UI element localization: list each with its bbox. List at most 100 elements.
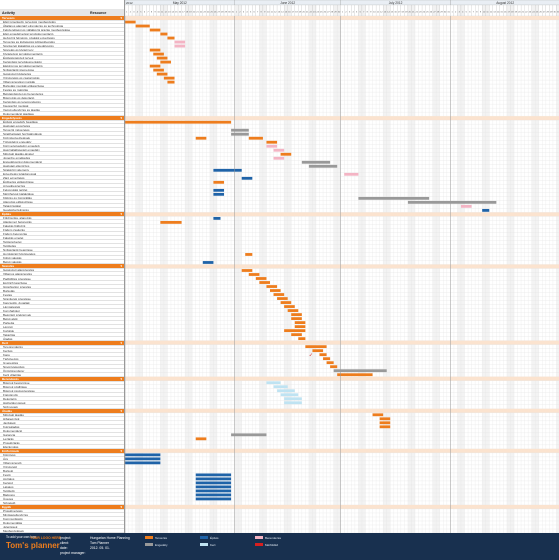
activity-row[interactable]: Dekoráció — [0, 397, 124, 401]
task-bar[interactable] — [213, 180, 225, 184]
task-bar[interactable] — [135, 24, 150, 28]
activity-row[interactable]: Falazás emelet — [0, 236, 124, 241]
activity-row[interactable]: Bútorozás és dekoráció — [0, 96, 124, 101]
task-bar[interactable] — [195, 437, 207, 441]
activity-row[interactable]: Tetőfedő — [0, 489, 124, 493]
activity-row[interactable]: Felvonulási terület — [0, 188, 124, 193]
task-bar[interactable] — [379, 425, 391, 429]
task-bar[interactable] — [213, 192, 225, 196]
task-bar[interactable] — [294, 321, 306, 324]
task-bar[interactable] — [125, 453, 161, 457]
task-bar[interactable] — [319, 353, 327, 357]
task-bar[interactable] — [231, 132, 249, 136]
activity-row[interactable]: Dokumentáció — [0, 429, 124, 433]
activity-row[interactable]: Burkolás — [0, 289, 124, 293]
task-bar[interactable] — [259, 281, 270, 284]
task-bar[interactable] — [284, 401, 302, 405]
activity-row[interactable]: Műszaki átadás-átvétel — [0, 152, 124, 157]
activity-row[interactable]: Mérőhelyek kialakítása — [0, 192, 124, 197]
task-bar[interactable] — [291, 317, 302, 320]
activity-row[interactable]: Javítások — [0, 421, 124, 425]
task-bar[interactable] — [213, 168, 242, 172]
task-bar[interactable] — [167, 80, 175, 84]
activity-row[interactable]: Növénytelepítés — [0, 365, 124, 369]
task-bar[interactable] — [160, 32, 168, 36]
group-header[interactable]: Építés ▾ — [0, 212, 124, 218]
activity-row[interactable]: Jelentések — [0, 525, 124, 529]
group-header[interactable]: Átadás ▾ — [0, 408, 124, 414]
task-bar[interactable] — [284, 305, 295, 308]
task-bar[interactable] — [195, 136, 207, 140]
task-bar[interactable] — [284, 329, 306, 333]
activity-row[interactable]: Első ismerkedő, tervezési megbeszélés — [0, 20, 124, 24]
activity-row[interactable]: Garancia — [0, 433, 124, 437]
task-bar[interactable] — [305, 345, 327, 349]
activity-row[interactable]: Elektromos tervdokumentáció — [0, 64, 124, 69]
activity-row[interactable]: Megbeszélések — [0, 529, 124, 533]
activity-row[interactable]: Záró egyeztetés — [0, 176, 124, 181]
task-bar[interactable] — [273, 148, 285, 152]
task-bar[interactable] — [298, 337, 306, 341]
activity-row[interactable]: Alapozás előkészítése — [0, 200, 124, 205]
activity-row[interactable]: Hibajegyzék — [0, 417, 124, 421]
task-bar[interactable] — [379, 421, 391, 425]
task-bar[interactable] — [333, 369, 387, 373]
task-bar[interactable] — [248, 273, 260, 276]
task-bar[interactable] — [291, 313, 302, 316]
activity-row[interactable]: Kommunikáció — [0, 517, 124, 521]
task-bar[interactable] — [195, 497, 232, 501]
collapse-caret-icon[interactable]: ▾ — [120, 448, 122, 453]
group-header[interactable]: Kert ▾ — [0, 340, 124, 346]
activity-row[interactable]: Üveges — [0, 497, 124, 501]
task-bar[interactable] — [231, 433, 267, 437]
activity-row[interactable]: Kivitelezési tervdokumentáció — [0, 52, 124, 57]
activity-row[interactable]: Projektzárás — [0, 441, 124, 445]
activity-row[interactable]: Tervezői művezetés — [0, 128, 124, 133]
task-bar[interactable] — [358, 196, 430, 200]
activity-row[interactable]: Belső vakolás — [0, 260, 124, 265]
task-bar[interactable] — [213, 188, 225, 192]
task-bar[interactable] — [174, 40, 186, 44]
task-bar[interactable] — [153, 68, 164, 72]
activity-row[interactable]: Elszámolás — [0, 445, 124, 449]
task-bar[interactable] — [277, 297, 288, 300]
activity-row[interactable]: Hatósági ellenőrzés — [0, 164, 124, 169]
activity-row[interactable]: Földmunka, alapozás — [0, 216, 124, 221]
task-bar[interactable] — [266, 140, 278, 144]
activity-row[interactable]: Térkövezés — [0, 357, 124, 361]
task-bar[interactable] — [273, 385, 288, 389]
task-bar[interactable] — [245, 253, 253, 256]
activity-row[interactable]: Festés — [0, 293, 124, 297]
collapse-caret-icon[interactable]: ▾ — [120, 340, 122, 345]
task-bar[interactable] — [273, 293, 285, 296]
activity-row[interactable]: Tűzvédelmi engedély — [0, 140, 124, 145]
task-bar[interactable] — [125, 120, 232, 124]
task-bar[interactable] — [266, 381, 281, 385]
activity-row[interactable]: Födém betonozás — [0, 232, 124, 237]
task-bar[interactable] — [280, 393, 299, 397]
activity-row[interactable]: Helyszíni felmérés, szakági egyeztetés — [0, 36, 124, 41]
activity-row[interactable]: Alaplemez betonozás — [0, 220, 124, 225]
activity-row[interactable]: Kulcsátadás — [0, 425, 124, 429]
activity-row[interactable]: Parketta — [0, 321, 124, 325]
task-bar[interactable] — [195, 481, 232, 485]
activity-row[interactable]: Dokumentáció átadása — [0, 112, 124, 117]
activity-row[interactable]: Környezetvédelmi engedély — [0, 144, 124, 149]
task-bar[interactable] — [231, 128, 249, 132]
activity-row[interactable]: Nyílászárók ütemezése — [0, 68, 124, 73]
activity-row[interactable]: Kapu — [0, 353, 124, 357]
task-bar[interactable] — [202, 261, 214, 264]
activity-row[interactable]: Gyepesítés — [0, 361, 124, 365]
task-bar[interactable] — [277, 389, 295, 393]
task-bar[interactable] — [284, 397, 302, 401]
activity-row[interactable]: Gépészeti kivitelezés — [0, 72, 124, 77]
resource-column-header[interactable]: Resource — [90, 10, 107, 15]
activity-row[interactable]: Tervezés és kivitelezési költségbecslés — [0, 40, 124, 45]
task-bar[interactable] — [174, 44, 186, 48]
task-bar[interactable] — [287, 309, 299, 312]
activity-row[interactable]: Kertész — [0, 481, 124, 485]
activity-row[interactable]: Bádogos — [0, 493, 124, 497]
task-bar[interactable] — [149, 48, 161, 52]
activity-row[interactable]: Belsőépítészet és berendezés — [0, 92, 124, 97]
activity-row[interactable]: Kőműves — [0, 453, 124, 457]
